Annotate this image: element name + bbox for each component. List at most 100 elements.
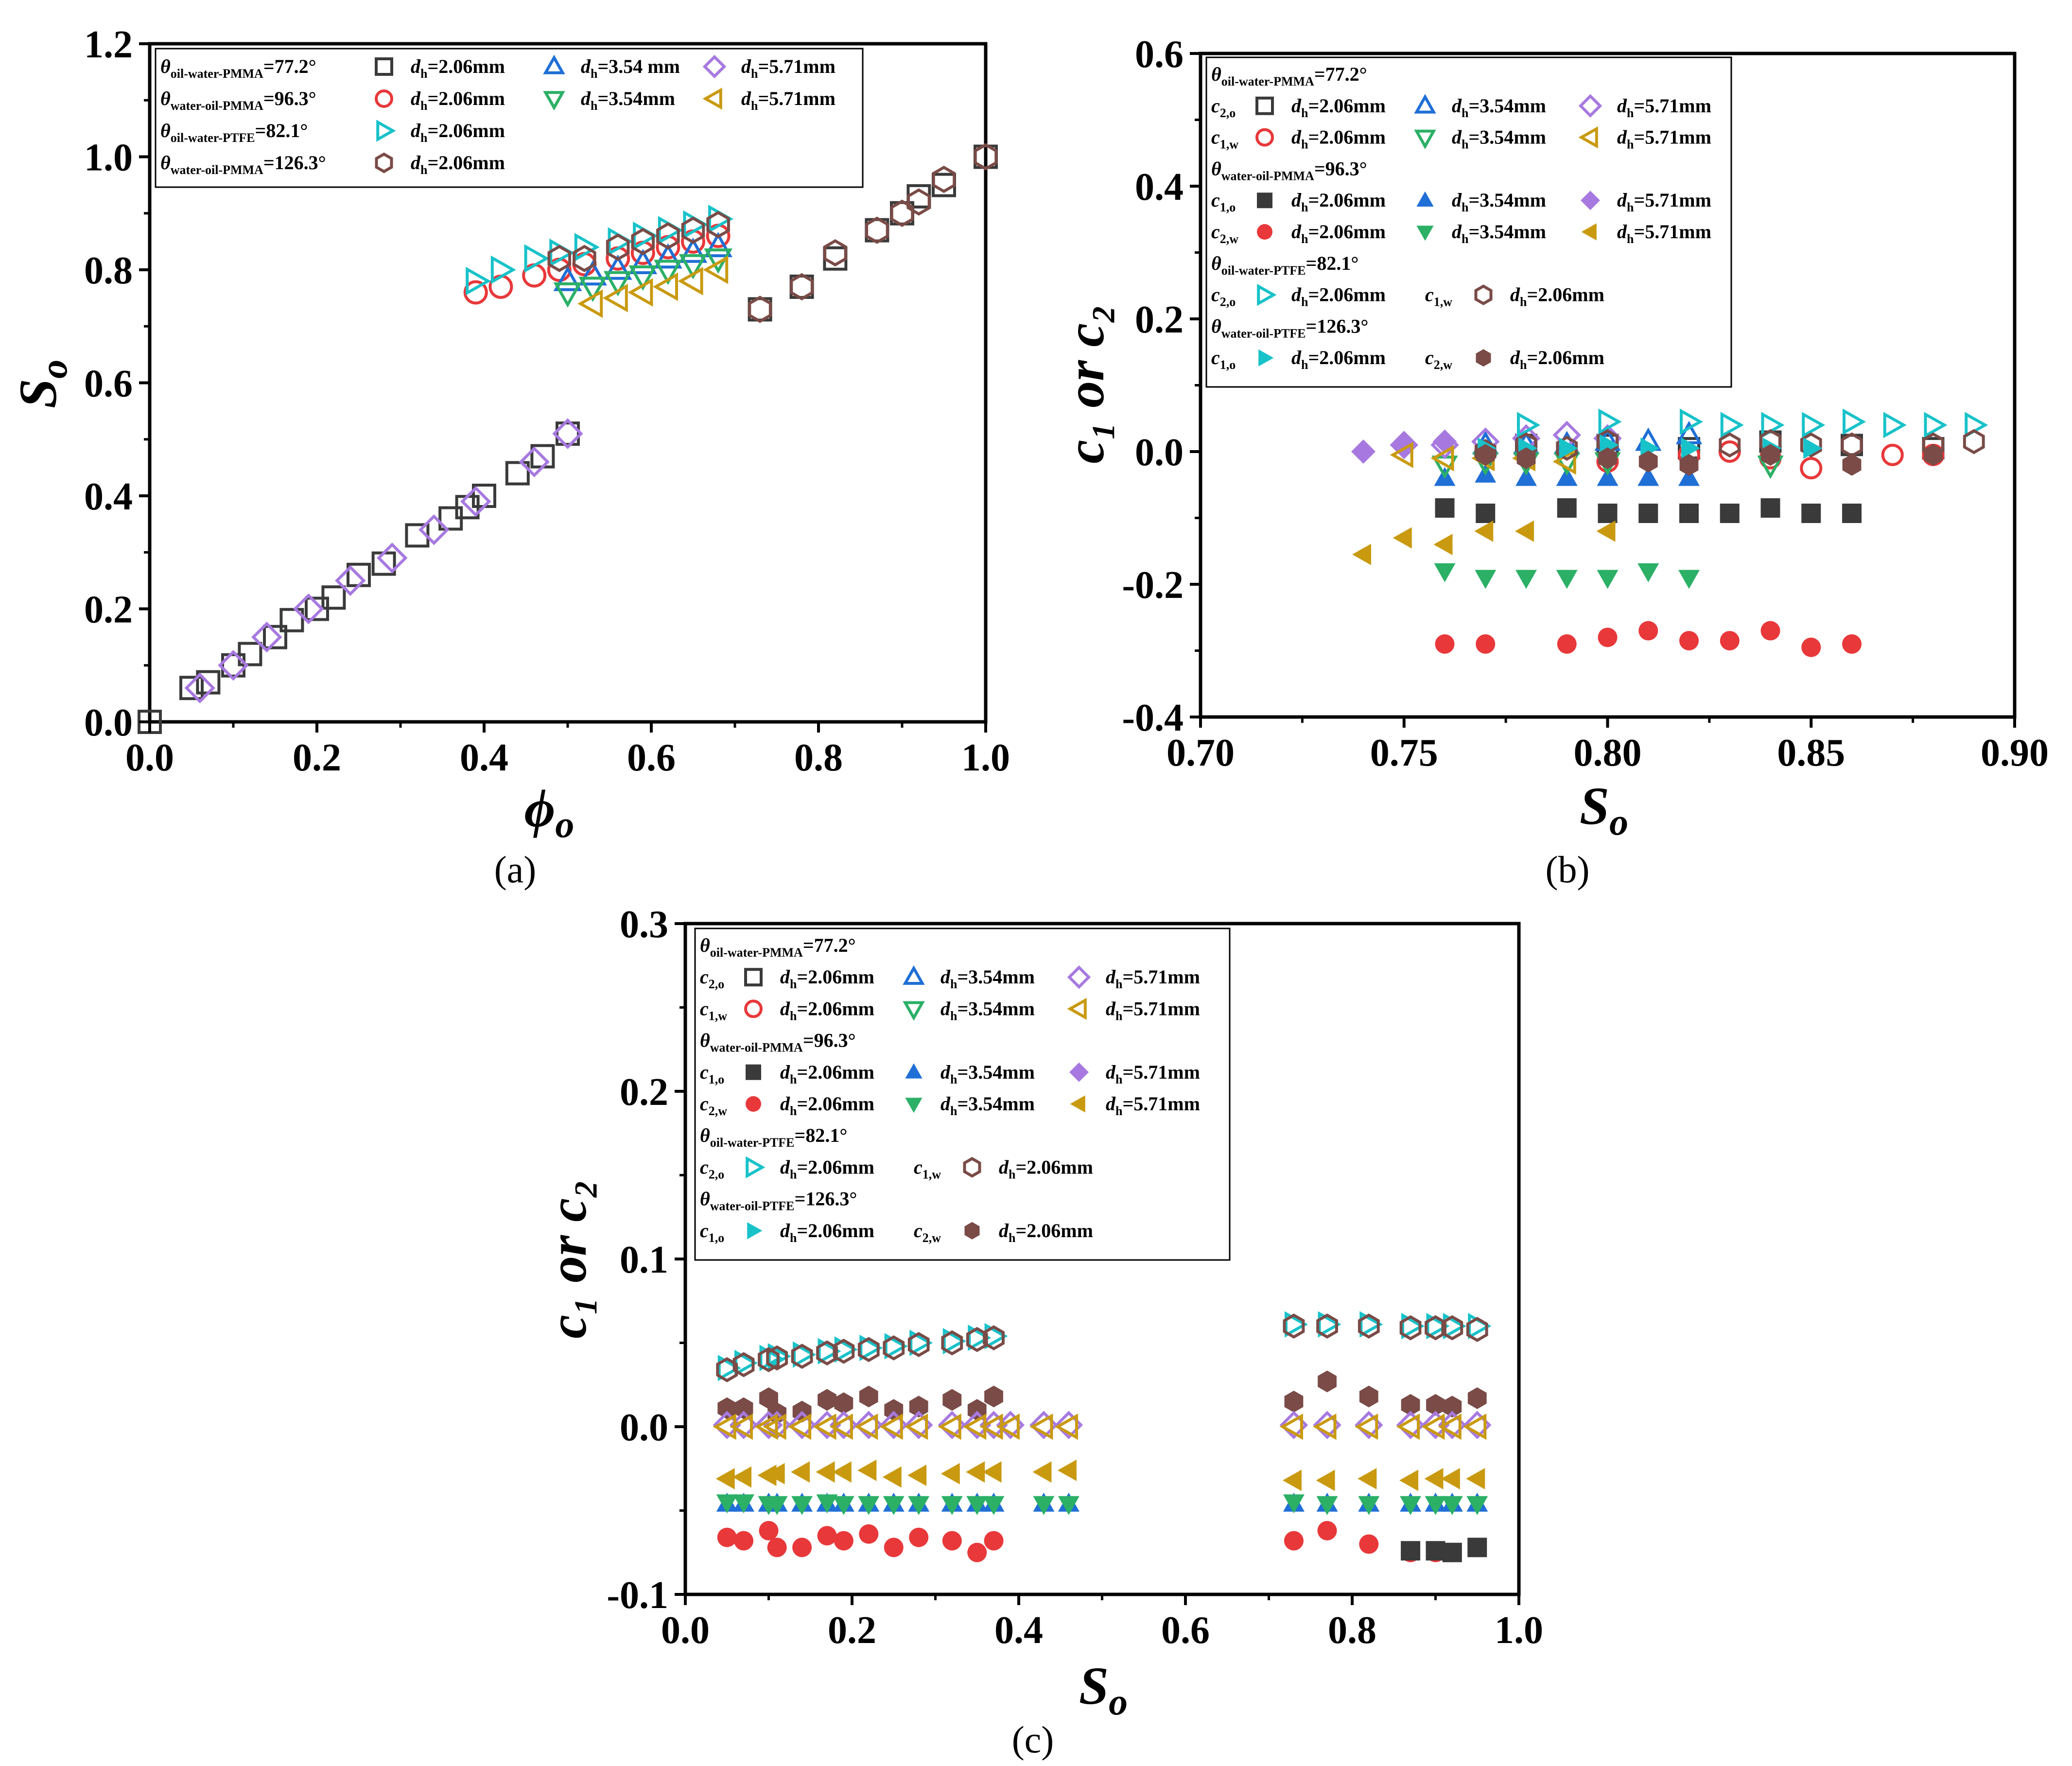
data-point <box>1466 1496 1488 1515</box>
legend-label: dh=2.06mm <box>780 1156 874 1181</box>
data-point <box>748 296 772 323</box>
data-point <box>1475 570 1497 589</box>
data-point <box>654 260 682 285</box>
panel-a-label: (a) <box>494 848 537 891</box>
x-tick-label: 0.2 <box>293 736 341 779</box>
data-point <box>829 1413 853 1440</box>
data-point <box>1033 1496 1055 1515</box>
legend-label: dh=2.06mm <box>999 1156 1093 1181</box>
panel-a: 0.0 0.2 0.4 0.6 0.8 1.00.00.20.40.60.81.01.2 … <box>8 23 1010 891</box>
legend-heading: θwater-oil-PMMA=126.3° <box>160 152 326 177</box>
data-point <box>884 1538 904 1557</box>
data-point <box>530 444 555 469</box>
legend-label: dh=2.06mm <box>780 1093 874 1118</box>
legend-label: dh=3.54mm <box>940 1061 1035 1086</box>
data-point <box>1883 412 1907 438</box>
legend-label: dh=3.54mm <box>581 87 675 113</box>
legend-label: dh=5.71mm <box>1617 95 1711 120</box>
data-point <box>577 289 603 318</box>
legend-marker <box>1255 96 1274 115</box>
legend-marker <box>375 57 393 76</box>
data-point <box>766 1496 788 1515</box>
data-point <box>1924 412 1948 438</box>
legend-marker <box>1067 965 1091 989</box>
data-point <box>305 596 329 621</box>
series-12 <box>1517 408 1988 438</box>
data-point <box>793 1341 817 1368</box>
legend-label: dh=2.06mm <box>999 1220 1093 1245</box>
data-point <box>460 486 491 517</box>
data-point <box>1720 412 1744 438</box>
data-point <box>890 199 914 227</box>
data-point <box>1442 1542 1462 1562</box>
legend-coef-label: c2,o <box>1211 95 1236 120</box>
data-point <box>1358 1496 1380 1515</box>
data-point <box>734 1531 754 1551</box>
legend-label: dh=3.54mm <box>940 997 1035 1023</box>
x-tick-label: 1.0 <box>1495 1609 1543 1652</box>
data-point <box>791 1344 813 1369</box>
y-tick-label: 0.0 <box>84 701 133 744</box>
data-point <box>1284 1531 1304 1551</box>
data-point <box>1638 451 1658 472</box>
legend-marker <box>1255 128 1274 147</box>
legend-label: dh=5.71mm <box>741 55 836 81</box>
legend-coef-label: c2,o <box>700 1156 724 1181</box>
data-point <box>717 1397 737 1419</box>
data-point <box>966 1496 988 1515</box>
data-point <box>1283 1313 1305 1339</box>
data-point <box>1679 454 1699 476</box>
legend-marker <box>1476 349 1491 367</box>
series-15 <box>1476 444 1943 476</box>
panel-b-marks <box>1351 408 1988 657</box>
panel-b-label: (b) <box>1546 848 1590 891</box>
data-point <box>1515 520 1534 542</box>
legend-marker <box>744 999 763 1018</box>
data-point <box>578 260 607 286</box>
data-point <box>1390 441 1413 468</box>
legend-coef-label: c1,o <box>700 1220 724 1245</box>
legend-marker <box>1069 1062 1089 1082</box>
data-point <box>1054 1413 1078 1440</box>
data-point <box>716 1357 738 1382</box>
data-point <box>1598 408 1622 435</box>
data-point <box>1680 408 1704 435</box>
series-2 <box>553 232 732 291</box>
data-point <box>603 254 632 280</box>
legend-marker <box>1257 283 1277 306</box>
series-3 <box>1434 563 1700 589</box>
data-point <box>1057 1459 1077 1481</box>
data-point <box>1396 1413 1420 1440</box>
data-point <box>1842 454 1862 476</box>
data-point <box>628 265 658 291</box>
x-tick-label: 0.6 <box>1161 1609 1210 1652</box>
data-point <box>1359 1311 1383 1338</box>
data-point <box>654 243 682 269</box>
data-point <box>553 265 582 291</box>
legend-marker <box>1414 129 1436 150</box>
legend-coef-label: c1,o <box>1211 189 1236 214</box>
data-point <box>1399 1469 1419 1491</box>
data-point <box>1426 1394 1445 1416</box>
data-point <box>1516 447 1536 470</box>
data-point <box>1401 1394 1420 1416</box>
legend-label: dh=2.06mm <box>780 997 874 1023</box>
data-point <box>834 1531 853 1551</box>
data-point <box>729 1413 753 1440</box>
legend-coef-label: c1,o <box>700 1061 724 1086</box>
data-point <box>1556 436 1578 461</box>
legend-label: dh=2.06mm <box>1291 284 1386 309</box>
data-point <box>1881 443 1904 466</box>
data-point <box>1313 1413 1337 1440</box>
data-point <box>790 273 814 300</box>
data-point <box>490 255 516 284</box>
y-tick-label: 0.4 <box>84 475 133 518</box>
data-point <box>857 1459 877 1481</box>
data-point <box>524 244 550 273</box>
series-5 <box>715 1459 1485 1491</box>
legend-label: dh=3.54mm <box>1452 221 1546 246</box>
legend-heading: θwater-oil-PTFE=126.3° <box>700 1188 857 1213</box>
data-point <box>679 237 708 263</box>
data-point <box>941 1330 963 1356</box>
panel-c-marks <box>713 1311 1492 1562</box>
